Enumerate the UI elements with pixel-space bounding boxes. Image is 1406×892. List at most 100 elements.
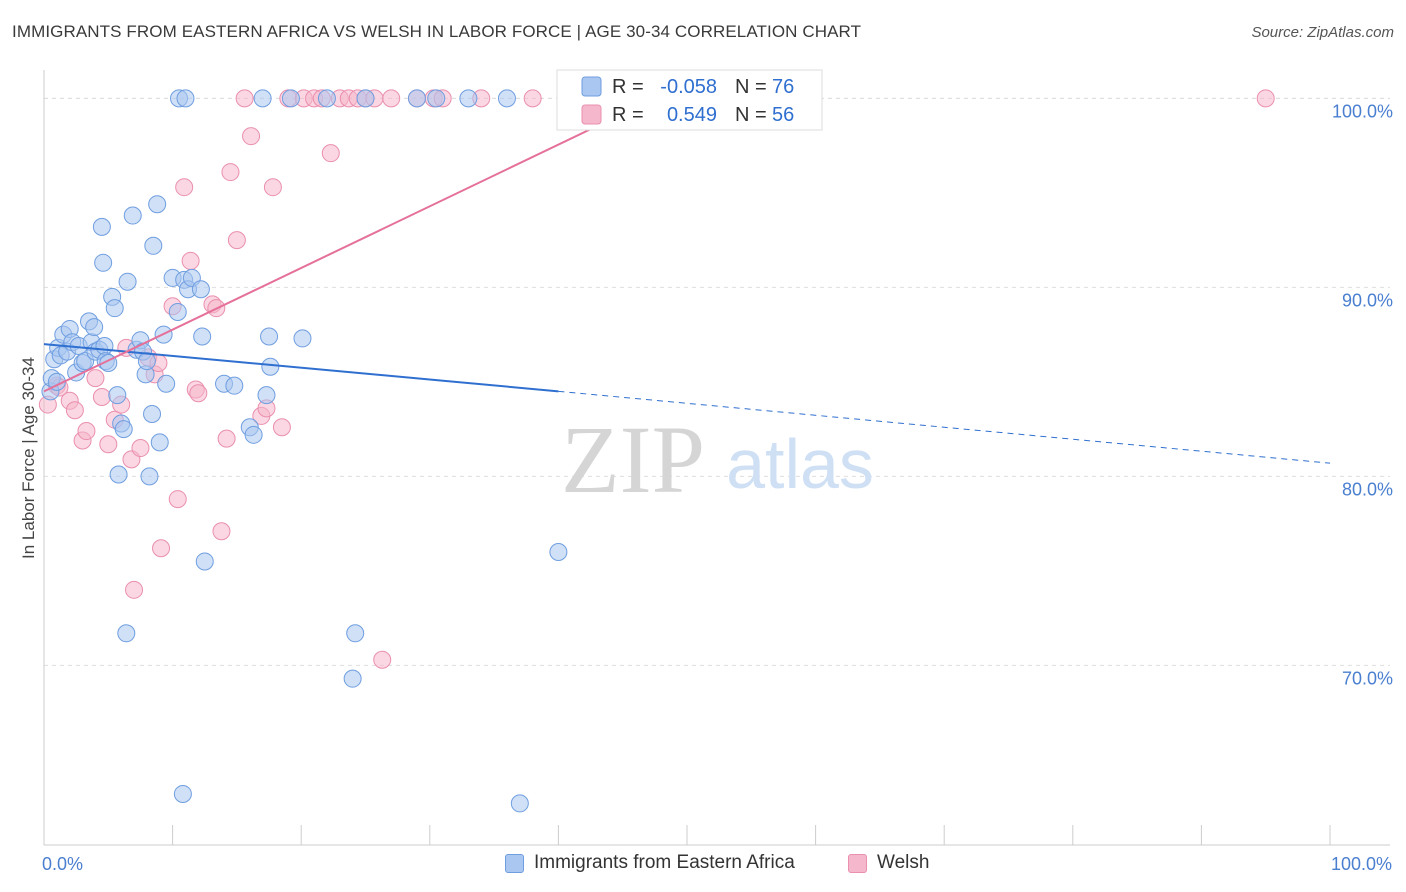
eastern-africa-point — [195, 552, 214, 571]
eastern-africa-point — [123, 206, 142, 225]
eastern-africa-point — [253, 89, 272, 108]
legend-swatch-pink — [581, 104, 602, 125]
eastern-africa-point — [346, 624, 365, 643]
welsh-point — [523, 89, 542, 108]
eastern-africa-point — [140, 467, 159, 486]
welsh-point — [189, 384, 208, 403]
welsh-point — [242, 127, 261, 146]
legend-swatch-eastern-africa — [505, 853, 524, 873]
legend-r-label-1: R = — [612, 76, 644, 98]
welsh-point — [131, 439, 150, 458]
legend-swatch-blue — [581, 76, 602, 97]
x-tick-labels: 0.0% 100.0% — [42, 854, 1392, 874]
eastern-africa-point — [407, 89, 426, 108]
welsh-point — [86, 369, 105, 388]
eastern-africa-point — [108, 386, 127, 405]
welsh-point — [382, 89, 401, 108]
legend-n-label-2: N = — [735, 104, 767, 126]
stats-legend: R = -0.058 N = 76 R = 0.549 N = 56 — [556, 69, 823, 131]
eastern-africa-point — [143, 405, 162, 424]
eastern-africa-point — [497, 89, 516, 108]
welsh-point — [263, 178, 282, 197]
axes — [43, 70, 1390, 846]
legend-r-label-2: R = — [612, 104, 644, 126]
eastern-africa-point — [193, 327, 212, 346]
y-axis-label: In Labor Force | Age 30-34 — [19, 357, 38, 559]
eastern-africa-point — [148, 195, 167, 214]
welsh-point — [212, 522, 231, 541]
eastern-africa-point — [176, 89, 195, 108]
eastern-africa-point — [85, 318, 104, 337]
eastern-africa-point — [150, 433, 169, 452]
eastern-africa-point — [191, 280, 210, 299]
eastern-africa-point — [244, 425, 263, 444]
eastern-africa-point — [510, 794, 529, 813]
welsh-point — [373, 650, 392, 669]
chart-title: IMMIGRANTS FROM EASTERN AFRICA VS WELSH … — [12, 22, 862, 41]
welsh-point — [321, 144, 340, 163]
source-credit: Source: ZipAtlas.com — [1251, 24, 1394, 41]
x-tick-label: 100.0% — [1331, 854, 1392, 874]
y-tick-label: 80.0% — [1342, 479, 1393, 499]
legend-label-welsh: Welsh — [877, 852, 930, 873]
welsh-point — [92, 388, 111, 407]
welsh-trend-line — [43, 97, 656, 393]
eastern-africa-point — [144, 236, 163, 255]
eastern-africa-point — [293, 329, 312, 348]
welsh-point — [77, 422, 96, 441]
welsh-point — [65, 401, 84, 420]
welsh-point — [221, 163, 240, 182]
eastern-africa-point — [92, 217, 111, 236]
legend-r-value-1: -0.058 — [660, 76, 717, 98]
trend-lines — [43, 97, 1331, 464]
eastern-africa-point — [281, 89, 300, 108]
grid-lines — [44, 97, 1390, 666]
eastern-africa-point — [257, 386, 276, 405]
eastern-africa-point — [168, 302, 187, 321]
welsh-point — [227, 231, 246, 250]
x-tick-label: 0.0% — [42, 854, 83, 874]
welsh-point — [1256, 89, 1275, 108]
eastern-africa-point — [459, 89, 478, 108]
eastern-africa-point — [261, 357, 280, 376]
eastern-africa-trend-line — [43, 343, 559, 393]
eastern-africa-point — [343, 669, 362, 688]
welsh-point — [99, 435, 118, 454]
legend-swatch-welsh — [848, 853, 867, 873]
legend-n-value-2: 56 — [772, 104, 794, 126]
welsh-point — [181, 251, 200, 270]
y-tick-label: 70.0% — [1342, 668, 1393, 688]
eastern-africa-point — [109, 465, 128, 484]
eastern-africa-point — [356, 89, 375, 108]
legend-r-value-2: 0.549 — [667, 104, 717, 126]
legend-item-eastern-africa: Immigrants from Eastern Africa — [505, 852, 795, 874]
eastern-africa-point — [105, 299, 124, 318]
welsh-point — [235, 89, 254, 108]
eastern-africa-trend-extension — [558, 390, 1331, 464]
legend-n-value-1: 76 — [772, 76, 794, 98]
eastern-africa-points — [41, 89, 568, 813]
welsh-point — [125, 580, 144, 599]
eastern-africa-point — [95, 336, 114, 355]
welsh-point — [168, 490, 187, 509]
eastern-africa-point — [157, 374, 176, 393]
eastern-africa-point — [94, 253, 113, 272]
welsh-point — [175, 178, 194, 197]
watermark-atlas: atlas — [726, 425, 874, 503]
y-tick-labels: 70.0% 80.0% 90.0% 100.0% — [1332, 101, 1393, 688]
eastern-africa-point — [117, 624, 136, 643]
welsh-point — [152, 539, 171, 558]
watermark: ZIP atlas — [561, 406, 874, 513]
welsh-point — [217, 429, 236, 448]
eastern-africa-point — [225, 376, 244, 395]
eastern-africa-point — [173, 784, 192, 803]
eastern-africa-point — [118, 272, 137, 291]
eastern-africa-point — [137, 352, 156, 371]
welsh-point — [272, 418, 291, 437]
y-tick-label: 100.0% — [1332, 101, 1393, 121]
legend-n-label-1: N = — [735, 76, 767, 98]
legend-item-welsh: Welsh — [848, 852, 929, 874]
series-legend: Immigrants from Eastern Africa Welsh — [0, 852, 1406, 878]
y-tick-label: 90.0% — [1342, 290, 1393, 310]
